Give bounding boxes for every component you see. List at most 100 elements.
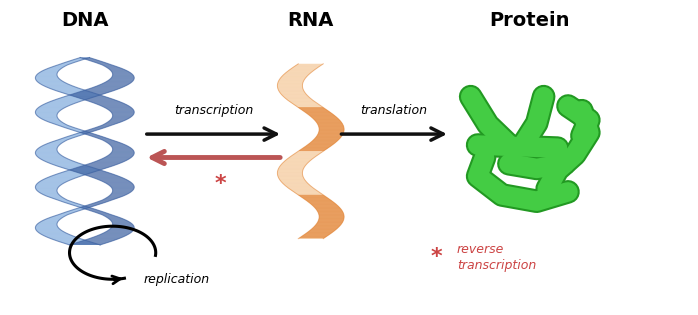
Text: RNA: RNA [288, 11, 334, 30]
Polygon shape [318, 134, 343, 135]
Polygon shape [290, 189, 315, 190]
Polygon shape [314, 207, 340, 208]
Polygon shape [279, 168, 304, 169]
Polygon shape [278, 169, 303, 170]
Polygon shape [318, 219, 344, 220]
Polygon shape [280, 78, 305, 79]
Polygon shape [317, 223, 342, 224]
Polygon shape [290, 156, 316, 157]
Polygon shape [289, 70, 314, 71]
Polygon shape [280, 92, 305, 93]
Polygon shape [295, 105, 320, 106]
Polygon shape [311, 229, 336, 230]
Polygon shape [289, 157, 315, 158]
Polygon shape [315, 120, 340, 121]
Polygon shape [279, 179, 304, 180]
Polygon shape [318, 213, 343, 214]
Polygon shape [278, 170, 303, 171]
Polygon shape [304, 234, 329, 235]
Polygon shape [318, 124, 343, 125]
Polygon shape [277, 85, 302, 86]
Polygon shape [296, 193, 322, 194]
Polygon shape [302, 110, 328, 111]
Polygon shape [283, 96, 309, 97]
Polygon shape [315, 137, 341, 138]
Polygon shape [295, 153, 320, 154]
Polygon shape [281, 94, 307, 95]
Polygon shape [316, 122, 341, 123]
Polygon shape [318, 220, 343, 221]
Polygon shape [298, 151, 324, 152]
Polygon shape [319, 218, 344, 219]
Polygon shape [313, 118, 338, 119]
Polygon shape [309, 143, 335, 144]
Polygon shape [316, 136, 342, 137]
Polygon shape [282, 76, 307, 77]
Polygon shape [281, 182, 307, 183]
Polygon shape [288, 100, 313, 101]
Text: *: * [214, 174, 226, 194]
Polygon shape [279, 167, 304, 168]
Polygon shape [287, 71, 313, 72]
Polygon shape [278, 82, 303, 83]
Polygon shape [277, 173, 302, 174]
Polygon shape [283, 183, 309, 184]
Polygon shape [279, 178, 304, 179]
Polygon shape [285, 160, 311, 161]
Text: *: * [430, 247, 442, 267]
Polygon shape [278, 171, 303, 172]
Polygon shape [304, 111, 329, 112]
Polygon shape [312, 228, 338, 229]
Polygon shape [305, 146, 331, 147]
Polygon shape [285, 98, 311, 99]
Polygon shape [306, 112, 331, 113]
Polygon shape [293, 104, 319, 105]
Polygon shape [319, 215, 344, 216]
Text: DNA: DNA [61, 11, 109, 30]
Polygon shape [290, 69, 315, 70]
Polygon shape [279, 177, 304, 178]
Polygon shape [286, 186, 312, 187]
Polygon shape [282, 163, 307, 164]
Polygon shape [318, 126, 343, 127]
Polygon shape [318, 221, 343, 222]
Polygon shape [319, 217, 344, 218]
Polygon shape [309, 115, 334, 116]
Polygon shape [303, 235, 329, 236]
Text: Protein: Protein [489, 11, 570, 30]
Polygon shape [278, 88, 303, 89]
Polygon shape [309, 231, 334, 232]
Polygon shape [288, 188, 314, 189]
Polygon shape [287, 99, 312, 100]
Text: reverse: reverse [456, 243, 504, 256]
Polygon shape [280, 165, 306, 166]
Polygon shape [279, 81, 304, 82]
Polygon shape [313, 139, 339, 140]
Polygon shape [317, 123, 343, 124]
Polygon shape [282, 95, 308, 96]
Polygon shape [299, 108, 325, 109]
Polygon shape [279, 79, 304, 80]
Polygon shape [277, 86, 302, 87]
Text: transcription: transcription [174, 104, 253, 117]
Polygon shape [318, 125, 343, 126]
Polygon shape [306, 113, 332, 114]
Polygon shape [301, 109, 327, 110]
Polygon shape [313, 227, 339, 228]
Polygon shape [319, 129, 344, 130]
Polygon shape [278, 89, 303, 90]
Polygon shape [278, 83, 303, 84]
Polygon shape [319, 128, 344, 129]
Polygon shape [308, 144, 334, 145]
Polygon shape [284, 73, 310, 74]
Polygon shape [283, 162, 309, 163]
Polygon shape [301, 149, 326, 150]
Polygon shape [306, 145, 332, 146]
Polygon shape [302, 236, 327, 237]
Polygon shape [298, 238, 324, 239]
Polygon shape [308, 201, 333, 202]
Polygon shape [285, 185, 311, 186]
Polygon shape [319, 131, 344, 132]
Polygon shape [284, 161, 310, 162]
Polygon shape [281, 164, 306, 165]
